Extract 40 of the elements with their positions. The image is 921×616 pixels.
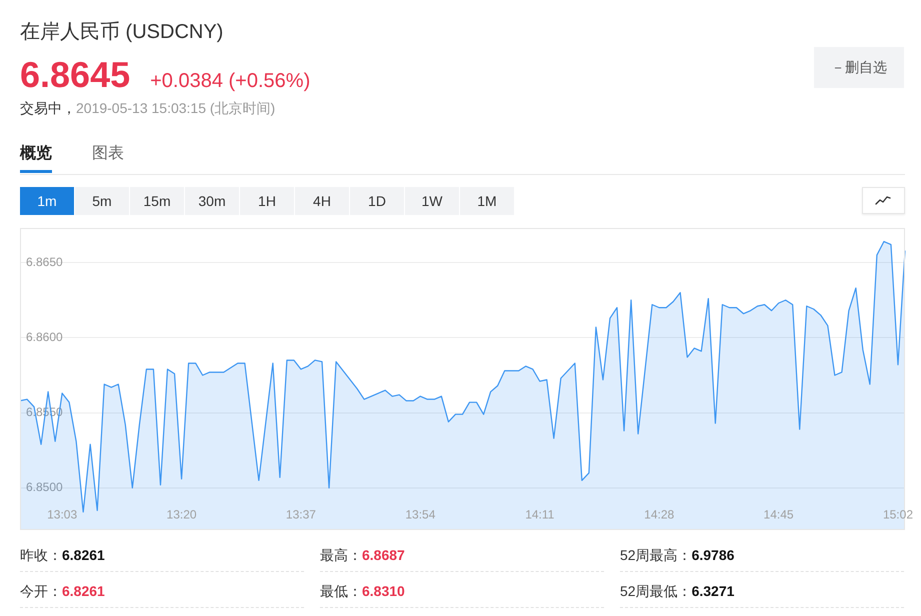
text: 最高： — [320, 547, 362, 563]
x-tick-label: 13:54 — [405, 507, 436, 522]
x-tick-label: 14:45 — [764, 507, 794, 522]
text: 6.9786 — [692, 547, 734, 563]
text: 15m — [130, 187, 184, 215]
text: 4H — [295, 187, 349, 215]
x-tick-label: 13:20 — [166, 507, 197, 522]
x-tick-label: 14:28 — [644, 507, 675, 522]
y-tick-label: 6.8500 — [26, 480, 64, 494]
text: 今开： — [20, 583, 62, 599]
text: 1m — [20, 187, 74, 215]
text: 6.8261 — [62, 583, 105, 599]
text: 52周最高： — [620, 547, 692, 563]
text: 30m — [185, 187, 239, 215]
text: +0.0384 (+0.56%) — [150, 70, 310, 92]
x-tick-label: 15:02 — [882, 507, 914, 522]
x-tick-label: 14:11 — [525, 507, 555, 522]
text: 交易中， — [20, 100, 76, 116]
text: 6.8310 — [362, 583, 405, 599]
text: 昨收： — [20, 547, 62, 563]
text: 1W — [405, 187, 459, 215]
text: 图表 — [92, 145, 124, 162]
chart-title: 在岸人民币 (USDCNY) — [20, 21, 224, 43]
text: 6.8687 — [362, 547, 405, 563]
text: 最低： — [320, 583, 362, 599]
x-tick-label: 13:37 — [286, 507, 316, 522]
text: 6.8645 — [20, 54, 130, 95]
y-tick-label: 6.8650 — [26, 254, 64, 269]
text: 6.8261 — [62, 547, 105, 563]
text: 1H — [240, 187, 294, 215]
x-tick-label: 13:03 — [47, 507, 78, 522]
text: 6.3271 — [692, 583, 734, 599]
text: 2019-05-13 15:03:15 (北京时间) — [76, 100, 276, 116]
text: 1M — [460, 187, 514, 215]
text: －删自选 — [814, 47, 904, 88]
text: 1D — [350, 187, 404, 215]
text: 52周最低： — [620, 583, 692, 599]
text: 5m — [75, 187, 129, 215]
y-tick-label: 6.8600 — [26, 330, 64, 344]
text: 概览 — [20, 145, 52, 162]
